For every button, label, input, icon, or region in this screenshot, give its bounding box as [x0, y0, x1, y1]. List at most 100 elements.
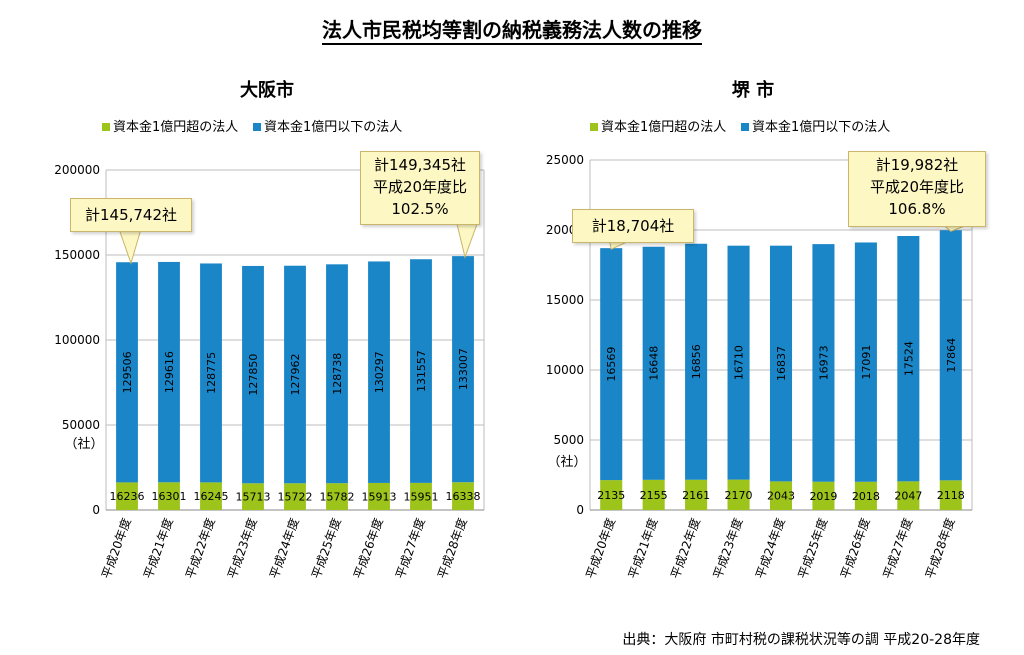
x-tick-label: 平成20年度: [582, 516, 618, 581]
data-label-small: 16648: [648, 346, 661, 381]
legend-swatch: [253, 123, 261, 131]
data-label-large: 2155: [640, 489, 668, 502]
bar-small-corp: [600, 248, 623, 481]
main-title-text: 法人市民税均等割の納税義務法人数の推移: [322, 18, 702, 45]
data-label-small: 16837: [775, 346, 788, 381]
bar-small-corp: [812, 244, 835, 482]
legend-label: 資本金1億円超の法人: [113, 119, 238, 135]
data-label-large: 15951: [404, 490, 439, 503]
bar-small-corp: [769, 245, 793, 482]
bar-small-corp: [897, 236, 920, 482]
data-label-large: 15713: [236, 491, 271, 504]
callout-sakai-first-line: 計18,704社: [591, 217, 675, 235]
bar-large-corp: [685, 479, 708, 510]
x-tick-label: 平成22年度: [667, 516, 703, 581]
data-label-large: 2170: [725, 489, 753, 502]
y-tick-label: 50000: [62, 418, 100, 432]
x-tick-label: 平成23年度: [224, 516, 260, 581]
x-tick-label: 平成25年度: [308, 516, 344, 581]
legend-label: 資本金1億円超の法人: [601, 119, 726, 135]
callout-osaka-last: 計149,345社 平成20年度比 102.5%: [360, 151, 480, 225]
source-note: 出典：大阪府 市町村税の課税状況等の調 平成20-28年度: [622, 632, 980, 648]
x-tick-label: 平成28年度: [922, 516, 958, 581]
bar-large-corp: [200, 482, 222, 510]
x-tick-label: 平成22年度: [182, 516, 218, 581]
bar-large-corp: [242, 483, 264, 510]
y-tick-label: 5000: [553, 433, 584, 447]
data-label-small: 17864: [945, 338, 958, 373]
y-tick-label: 200000: [54, 163, 100, 177]
data-label-small: 128775: [205, 352, 218, 394]
data-label-small: 130297: [373, 351, 386, 393]
data-label-large: 16301: [152, 490, 187, 503]
callout-osaka-last-line: 102.5%: [391, 200, 449, 218]
bar-small-corp: [939, 230, 962, 481]
bar-large-corp: [769, 481, 793, 510]
y-tick-label: 15000: [546, 293, 584, 307]
bar-large-corp: [642, 479, 665, 510]
bar-small-corp: [410, 259, 432, 483]
bar-large-corp: [368, 482, 390, 510]
data-label-small: 129506: [121, 351, 134, 393]
y-tick-label: 100000: [54, 333, 100, 347]
bar-large-corp: [284, 483, 306, 510]
data-label-large: 2135: [597, 489, 625, 502]
x-tick-label: 平成21年度: [140, 516, 176, 581]
bar-large-corp: [854, 481, 877, 510]
bar-large-corp: [897, 481, 920, 510]
bar-large-corp: [600, 480, 623, 510]
callout-pointer: [456, 223, 478, 259]
y-axis-unit: （社）: [64, 436, 103, 452]
data-label-large: 2118: [937, 489, 965, 502]
x-tick-label: 平成26年度: [350, 516, 386, 581]
bar-small-corp: [368, 261, 390, 483]
callout-sakai-first: 計18,704社: [572, 209, 694, 243]
y-tick-label: 150000: [54, 248, 100, 262]
legend: 資本金1億円超の法人 資本金1億円以下の法人: [102, 119, 402, 135]
chart-title-sakai: 堺 市: [731, 80, 775, 101]
bar-small-corp: [326, 264, 348, 484]
data-label-small: 17091: [860, 345, 873, 380]
x-tick-label: 平成20年度: [98, 516, 134, 581]
data-label-large: 2043: [767, 490, 795, 503]
x-tick-label: 平成23年度: [710, 516, 746, 581]
data-label-large: 2161: [682, 489, 710, 502]
bar-large-corp: [326, 483, 348, 510]
data-label-small: 128738: [331, 353, 344, 395]
x-tick-label: 平成24年度: [266, 516, 302, 581]
bar-large-corp: [410, 482, 432, 510]
bar-large-corp: [158, 482, 180, 510]
data-label-small: 127962: [289, 354, 302, 396]
data-label-small: 131557: [415, 350, 428, 392]
callout-osaka-last-line: 計149,345社: [373, 156, 467, 174]
data-label-large: 15782: [320, 491, 355, 504]
legend-label: 資本金1億円以下の法人: [264, 119, 402, 135]
y-tick-label: 0: [92, 503, 100, 517]
callout-sakai-last-line: 平成20年度比: [869, 178, 965, 196]
data-label-large: 2019: [809, 490, 837, 503]
bar-small-corp: [158, 261, 180, 483]
bar-large-corp: [939, 480, 962, 510]
bar-large-corp: [812, 481, 835, 510]
bar-small-corp: [854, 242, 877, 482]
callout-sakai-last-line: 計19,982社: [875, 156, 959, 174]
callout-osaka-last-line: 平成20年度比: [372, 178, 468, 196]
callout-sakai-last-line: 106.8%: [888, 200, 946, 218]
x-tick-label: 平成28年度: [434, 516, 470, 581]
bar-large-corp: [452, 482, 474, 510]
data-label-large: 15913: [362, 490, 397, 503]
callout-osaka-first-line: 計145,742社: [84, 206, 178, 224]
data-label-large: 16245: [194, 490, 229, 503]
legend-swatch: [741, 123, 749, 131]
data-label-large: 15722: [278, 491, 313, 504]
bar-small-corp: [116, 262, 138, 483]
x-tick-label: 平成26年度: [837, 516, 873, 581]
y-tick-label: 25000: [546, 153, 584, 167]
data-label-small: 16856: [690, 344, 703, 379]
data-label-small: 16973: [817, 345, 830, 380]
y-axis-unit: （社）: [547, 454, 586, 470]
y-tick-label: 0: [576, 503, 584, 517]
bar-large-corp: [727, 479, 750, 510]
bar-large-corp: [116, 482, 138, 510]
